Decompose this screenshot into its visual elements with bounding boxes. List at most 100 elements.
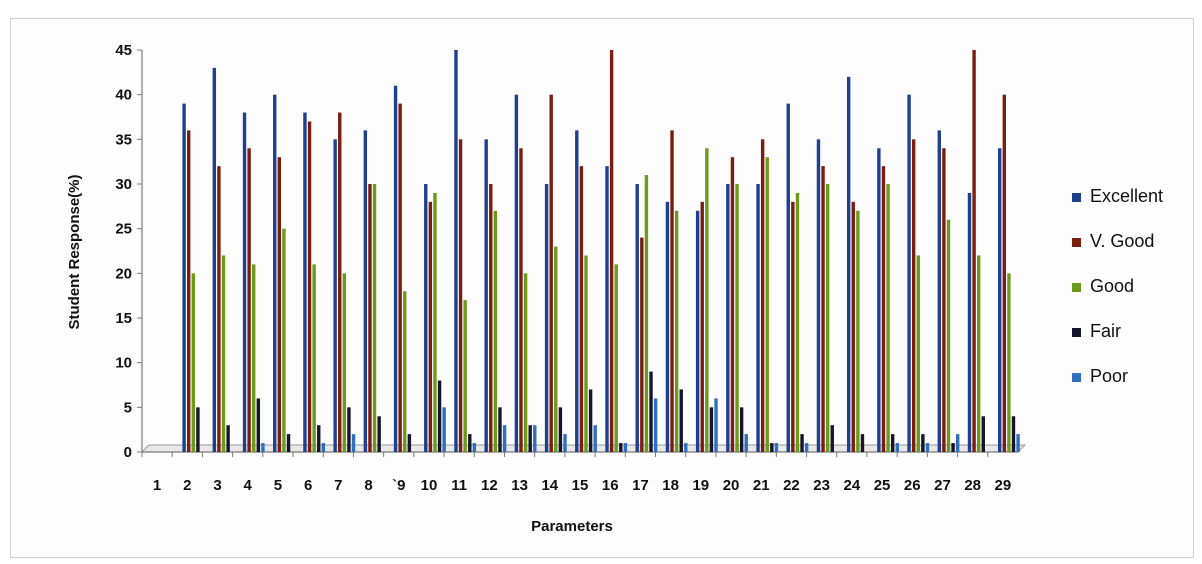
bar-v-good-18	[670, 130, 674, 452]
chart-frame	[10, 18, 1194, 558]
bar-good-14	[554, 246, 558, 452]
bar-v-good-12	[489, 184, 493, 452]
bar-good-12	[493, 210, 498, 452]
bar-good-11	[463, 300, 467, 452]
x-tick-label: 25	[874, 477, 891, 494]
bar-good-2	[191, 273, 196, 452]
bar-excellent-18	[665, 201, 670, 452]
bar-fair-19	[709, 407, 714, 452]
bar-poor-26	[925, 443, 930, 452]
bar-fair-24	[860, 434, 865, 452]
bar-excellent-27	[937, 130, 941, 452]
legend-label: Good	[1090, 276, 1134, 296]
y-tick-label: 0	[124, 444, 132, 461]
bar-v-good-23	[821, 166, 825, 452]
bar-poor-16	[623, 443, 628, 452]
x-tick-label: 19	[692, 477, 709, 494]
x-tick-label: 13	[511, 477, 528, 494]
y-tick-label: 30	[115, 176, 132, 193]
x-tick-label: 18	[662, 477, 679, 494]
x-axis-ticks: 1 2 3 4 5 6 7 8 `9 10 11 12 13 14 15 16 17 18 19 20 21 22 23 24…	[141, 452, 1012, 494]
bar-good-25	[886, 184, 890, 452]
legend-swatch	[1072, 373, 1081, 382]
bars	[182, 50, 1020, 453]
bar-excellent-29	[997, 148, 1002, 452]
x-tick-label: 5	[274, 477, 282, 494]
bar-good-17	[644, 175, 649, 453]
bar-excellent-2	[182, 103, 186, 452]
bar-excellent-11	[454, 50, 458, 452]
bar-poor-11	[472, 443, 477, 452]
bar-good-8	[372, 184, 377, 452]
x-axis-label: Parameters	[531, 518, 613, 535]
x-tick-label: 4	[244, 477, 253, 494]
x-tick-label: 15	[572, 477, 589, 494]
legend-label: Excellent	[1090, 186, 1163, 206]
bar-good-4	[252, 264, 256, 452]
bar-fair-25	[890, 434, 895, 452]
bar-v-good-16	[609, 50, 614, 452]
y-tick-label: 25	[115, 221, 132, 238]
bar-v-good-25	[881, 166, 886, 452]
bar-v-good-8	[368, 184, 372, 452]
bar-v-good-24	[851, 201, 855, 452]
bar-fair-20	[739, 407, 744, 452]
y-tick-label: 40	[115, 87, 132, 104]
bar-fair-22	[800, 434, 804, 452]
bar-good-18	[674, 210, 679, 452]
bar-poor-29	[1016, 434, 1020, 452]
bar-good-22	[795, 192, 800, 452]
x-tick-label: 29	[995, 477, 1012, 494]
x-tick-label: 27	[934, 477, 951, 494]
x-tick-label: 3	[213, 477, 221, 494]
bar-excellent-8	[363, 130, 368, 452]
bar-good-3	[221, 255, 226, 452]
bar-v-good-9	[398, 103, 402, 452]
bar-fair-27	[951, 443, 955, 452]
y-tick-label: 15	[115, 310, 132, 327]
bar-poor-12	[502, 425, 507, 452]
bar-v-good-28	[972, 50, 976, 452]
legend-swatch	[1072, 193, 1081, 202]
bar-poor-19	[714, 398, 718, 452]
bar-excellent-20	[726, 184, 730, 452]
bar-poor-6	[321, 443, 326, 452]
x-tick-label: 21	[753, 477, 770, 494]
bar-fair-8	[377, 416, 381, 452]
bar-v-good-29	[1002, 94, 1006, 453]
bar-good-16	[614, 264, 618, 452]
bar-v-good-14	[549, 94, 553, 453]
legend: Excellent V. Good Good Fair Poor	[1072, 186, 1163, 386]
bar-excellent-6	[303, 112, 307, 453]
bar-excellent-15	[575, 130, 579, 452]
x-tick-label: 12	[481, 477, 498, 494]
legend-label: V. Good	[1090, 231, 1154, 251]
bar-fair-5	[286, 434, 291, 452]
bar-good-13	[523, 273, 528, 452]
bar-v-good-5	[277, 157, 282, 452]
y-tick-label: 10	[115, 355, 132, 372]
bar-excellent-22	[786, 103, 790, 452]
bar-excellent-17	[635, 184, 639, 452]
bar-fair-9	[407, 434, 412, 452]
bar-fair-10	[437, 380, 442, 452]
x-tick-label: 10	[421, 477, 438, 494]
bar-poor-21	[774, 443, 779, 452]
bar-v-good-22	[791, 201, 795, 452]
bar-good-21	[765, 157, 769, 452]
bar-poor-17	[653, 398, 658, 452]
x-tick-label: `9	[392, 477, 405, 494]
bar-excellent-3	[212, 67, 217, 452]
bar-excellent-25	[877, 148, 881, 452]
legend-swatch	[1072, 238, 1081, 247]
bar-poor-14	[563, 434, 567, 452]
x-tick-label: 8	[364, 477, 372, 494]
bar-good-9	[403, 291, 407, 452]
bar-poor-20	[744, 434, 748, 452]
bar-v-good-3	[217, 166, 221, 452]
bar-fair-18	[679, 389, 683, 452]
bar-excellent-24	[846, 76, 851, 453]
bar-excellent-12	[484, 139, 488, 453]
bar-v-good-2	[187, 130, 191, 452]
bar-fair-7	[347, 407, 351, 452]
